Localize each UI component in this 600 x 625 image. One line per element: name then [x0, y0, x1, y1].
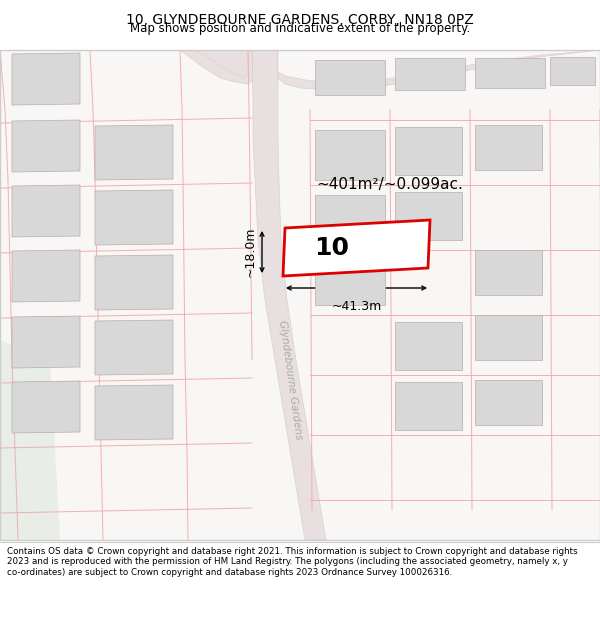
- Polygon shape: [283, 220, 430, 276]
- Text: 10, GLYNDEBOURNE GARDENS, CORBY, NN18 0PZ: 10, GLYNDEBOURNE GARDENS, CORBY, NN18 0P…: [126, 12, 474, 26]
- Polygon shape: [395, 192, 462, 240]
- Polygon shape: [95, 255, 173, 310]
- Polygon shape: [315, 130, 385, 180]
- Polygon shape: [475, 250, 542, 295]
- Polygon shape: [12, 53, 80, 105]
- Polygon shape: [278, 50, 600, 82]
- Text: ~18.0m: ~18.0m: [244, 227, 257, 278]
- Polygon shape: [475, 380, 542, 425]
- Polygon shape: [315, 60, 385, 95]
- Polygon shape: [12, 185, 80, 237]
- Polygon shape: [278, 50, 600, 90]
- Text: Contains OS data © Crown copyright and database right 2021. This information is : Contains OS data © Crown copyright and d…: [7, 547, 578, 577]
- Polygon shape: [395, 322, 462, 370]
- Text: Glyndebourne Gardens: Glyndebourne Gardens: [277, 320, 304, 440]
- Polygon shape: [12, 381, 80, 433]
- Polygon shape: [95, 190, 173, 245]
- Polygon shape: [315, 255, 385, 305]
- Polygon shape: [95, 320, 173, 375]
- Text: Map shows position and indicative extent of the property.: Map shows position and indicative extent…: [130, 22, 470, 35]
- Polygon shape: [12, 316, 80, 368]
- Text: 10: 10: [314, 236, 349, 260]
- Polygon shape: [395, 58, 465, 90]
- Polygon shape: [12, 250, 80, 302]
- Polygon shape: [395, 382, 462, 430]
- Polygon shape: [95, 385, 173, 440]
- Polygon shape: [180, 50, 253, 84]
- Polygon shape: [315, 195, 385, 245]
- Polygon shape: [475, 125, 542, 170]
- Polygon shape: [252, 50, 326, 540]
- Polygon shape: [195, 50, 248, 77]
- Polygon shape: [395, 127, 462, 175]
- Polygon shape: [0, 50, 600, 540]
- Text: ~41.3m: ~41.3m: [331, 300, 382, 313]
- Polygon shape: [475, 315, 542, 360]
- Polygon shape: [0, 340, 60, 540]
- Polygon shape: [12, 120, 80, 172]
- Polygon shape: [475, 58, 545, 88]
- Text: ~401m²/~0.099ac.: ~401m²/~0.099ac.: [317, 177, 463, 192]
- Polygon shape: [550, 57, 595, 85]
- Polygon shape: [95, 125, 173, 180]
